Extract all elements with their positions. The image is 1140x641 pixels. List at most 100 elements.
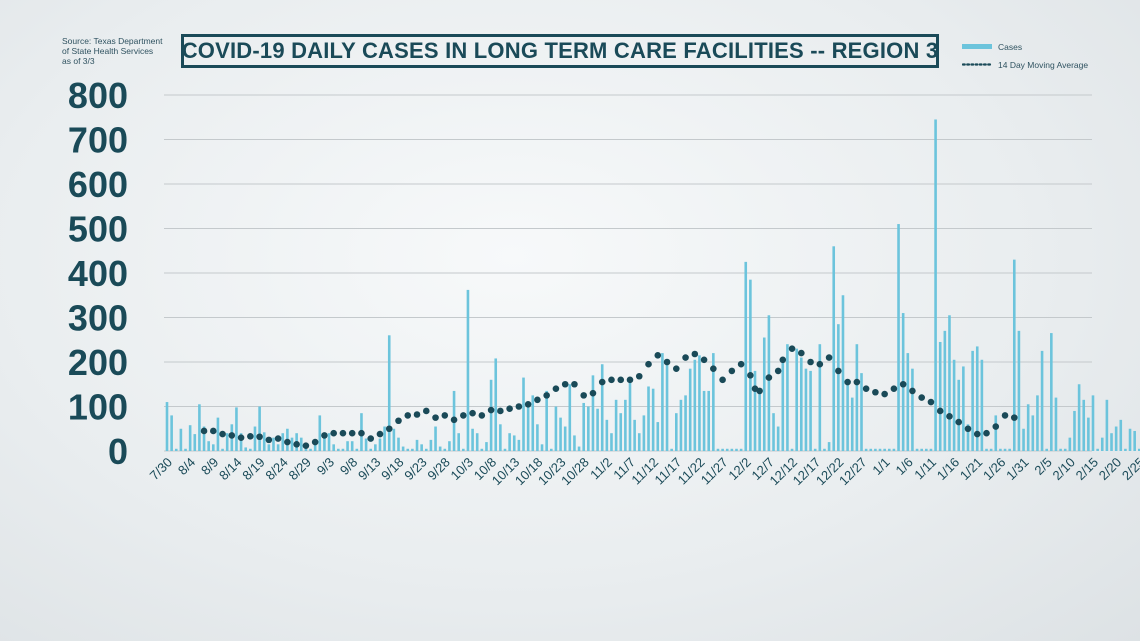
bar: [1119, 419, 1123, 451]
bar: [489, 379, 493, 451]
y-tick-label: 200: [68, 342, 128, 383]
bar: [350, 441, 354, 451]
bar: [272, 437, 275, 451]
bar: [563, 426, 567, 451]
bar: [1008, 448, 1011, 451]
moving-average-point: [460, 412, 467, 419]
moving-average-point: [330, 429, 337, 437]
bar: [887, 448, 891, 451]
bar: [249, 448, 252, 451]
moving-average-point: [946, 412, 953, 420]
bar: [878, 448, 882, 451]
moving-average-point: [710, 365, 717, 372]
bar: [1105, 399, 1109, 451]
moving-average-point: [955, 418, 963, 426]
x-tick-label: 1/26: [980, 455, 1009, 484]
bar: [809, 370, 812, 451]
bar: [536, 424, 539, 451]
moving-average-point: [441, 412, 449, 419]
moving-average-point: [1010, 414, 1018, 421]
moving-average-point: [478, 412, 486, 419]
moving-average-point: [608, 376, 615, 384]
bar: [568, 384, 572, 451]
bar: [392, 428, 396, 451]
moving-average-point: [691, 350, 699, 358]
moving-average-point: [367, 435, 375, 442]
moving-average-point: [515, 403, 523, 410]
legend-swatch-average: [962, 62, 992, 67]
bar: [1003, 448, 1007, 451]
moving-average-point: [663, 358, 671, 366]
moving-average-point: [737, 360, 745, 368]
moving-average-point: [598, 378, 606, 386]
moving-average-point: [469, 409, 476, 417]
bar: [281, 433, 285, 451]
bar: [1017, 330, 1021, 451]
bar: [762, 337, 766, 451]
bar: [471, 428, 474, 451]
bar: [730, 448, 734, 451]
moving-average-point: [645, 360, 652, 368]
bar: [383, 426, 386, 451]
x-tick-label: 10/3: [448, 455, 477, 484]
moving-average-point: [395, 417, 402, 425]
bar: [693, 359, 697, 451]
bar: [582, 402, 585, 451]
moving-average-point: [200, 427, 208, 435]
bar: [698, 355, 701, 451]
bar: [619, 413, 623, 451]
bar: [790, 448, 794, 451]
bar: [508, 433, 511, 451]
bar: [309, 448, 312, 451]
x-tick-label: 1/1: [869, 455, 892, 478]
x-tick-label: 9/23: [401, 455, 430, 484]
x-tick-label: 8/14: [216, 455, 245, 484]
bar: [980, 359, 984, 451]
bar: [1012, 259, 1016, 451]
legend-item-average: 14 Day Moving Average: [962, 57, 1088, 72]
x-tick-label: 12/27: [836, 455, 870, 489]
bar: [591, 375, 595, 451]
bar: [827, 442, 831, 451]
bar: [1091, 395, 1095, 451]
bar: [531, 395, 535, 451]
bar: [332, 444, 335, 451]
chart-title-box: COVID-19 DAILY CASES IN LONG TERM CARE F…: [181, 34, 939, 68]
bar: [1077, 384, 1081, 451]
y-tick-label: 0: [108, 431, 128, 472]
bar: [999, 448, 1002, 451]
bar: [934, 119, 937, 451]
bar: [462, 448, 465, 451]
bar: [670, 448, 673, 451]
bar: [198, 404, 201, 451]
bar: [517, 439, 521, 451]
bar: [221, 448, 224, 451]
bar: [434, 426, 437, 451]
bar: [499, 424, 502, 451]
bar: [869, 448, 873, 451]
moving-average-point: [936, 407, 944, 415]
y-tick-label: 700: [68, 120, 128, 161]
moving-average-point: [909, 387, 916, 395]
bar: [202, 426, 206, 451]
x-tick-label: 8/24: [262, 455, 291, 484]
bar: [1031, 415, 1035, 451]
bar: [864, 448, 868, 451]
moving-average-point: [552, 385, 560, 393]
bar: [355, 448, 359, 451]
bar: [841, 295, 845, 451]
moving-average-point: [825, 354, 833, 361]
bar: [818, 344, 822, 451]
moving-average-point: [589, 389, 597, 397]
x-tick-label: 12/2: [725, 455, 754, 484]
x-tick-label: 2/20: [1096, 455, 1125, 484]
bar: [262, 432, 266, 451]
bar: [837, 324, 840, 451]
bar: [813, 448, 817, 451]
moving-average-point: [788, 345, 796, 352]
moving-average-point: [890, 385, 898, 393]
source-line-3: as of 3/3: [62, 56, 95, 66]
bar: [823, 448, 826, 451]
moving-average-point: [774, 367, 782, 375]
bar: [883, 448, 886, 451]
